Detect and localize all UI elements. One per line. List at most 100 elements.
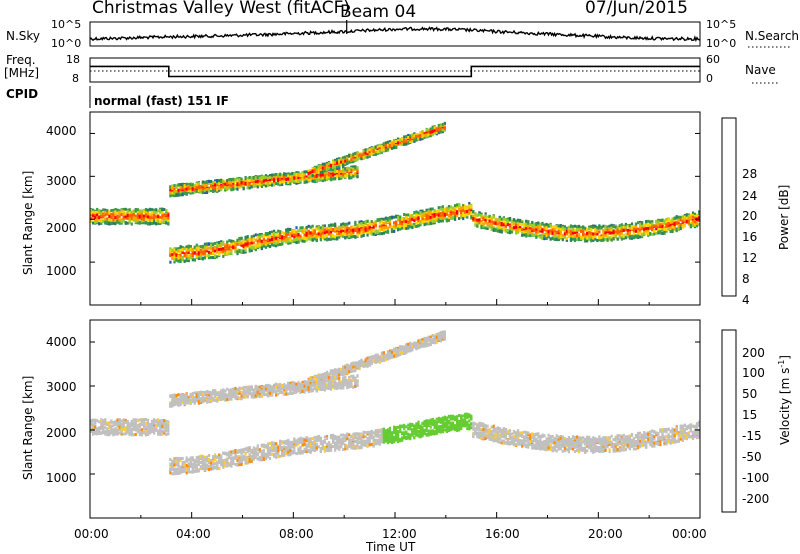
power-cell	[161, 208, 164, 212]
power-cell	[334, 165, 337, 169]
power-cell	[299, 180, 302, 184]
power-cell	[98, 211, 101, 214]
velocity-cell	[104, 430, 107, 434]
power-cell	[301, 239, 304, 243]
power-cell	[281, 236, 284, 240]
power-cell	[260, 241, 263, 245]
power-cell	[325, 227, 329, 231]
power-cell	[386, 147, 390, 151]
power-cell	[161, 215, 164, 219]
velocity-cell	[114, 432, 117, 436]
power-cell	[443, 126, 446, 130]
power-cell	[273, 241, 276, 245]
power-cell	[90, 211, 93, 215]
power-cell	[169, 194, 172, 198]
power-cell	[175, 252, 178, 255]
power-cell	[348, 174, 351, 178]
power-cell	[504, 228, 507, 232]
power-cell	[293, 229, 296, 233]
power-cell	[356, 158, 359, 162]
power-cell	[386, 140, 390, 144]
power-cell	[681, 215, 684, 219]
power-cell	[525, 233, 528, 237]
power-cell	[364, 151, 367, 155]
power-cell	[262, 179, 265, 183]
power-cell	[437, 213, 440, 217]
power-cell	[193, 251, 196, 255]
power-cell	[199, 253, 202, 257]
power-cell	[189, 245, 192, 249]
power-cell	[140, 219, 143, 223]
power-cell	[480, 221, 483, 225]
power-cell	[112, 221, 115, 225]
power-cell	[106, 220, 109, 224]
power-cell	[220, 247, 223, 251]
power-cell	[338, 232, 341, 235]
power-cell	[136, 221, 139, 225]
velocity-cell	[112, 429, 115, 433]
power-cell	[677, 215, 680, 219]
velocity-cbar-tick-100: 100	[742, 366, 765, 380]
power-cell	[578, 224, 581, 228]
power-cell	[193, 188, 196, 192]
power-cell	[683, 223, 686, 227]
power-cell	[563, 235, 566, 239]
power-cell	[592, 235, 595, 239]
power-cell	[433, 126, 436, 130]
velocity-cell	[142, 430, 146, 434]
freq-tick-left-bottom: 8	[72, 72, 79, 85]
power-cell	[639, 222, 642, 226]
power-ytick-2000: 2000	[46, 221, 77, 235]
power-cell	[171, 189, 174, 193]
power-cell	[679, 215, 682, 219]
power-cell	[303, 233, 306, 237]
power-cell	[401, 226, 404, 230]
power-cell	[281, 240, 284, 244]
power-cell	[659, 230, 662, 234]
power-cell	[228, 178, 231, 181]
power-cell	[407, 220, 410, 224]
power-cell	[260, 185, 263, 188]
power-cell	[610, 235, 613, 239]
power-cell	[533, 233, 536, 237]
power-cell	[332, 223, 335, 227]
power-cell	[612, 230, 615, 234]
power-cell	[681, 223, 684, 227]
power-cell	[96, 218, 99, 222]
velocity-cell	[104, 426, 107, 430]
power-cell	[498, 230, 501, 234]
power-cell	[120, 213, 123, 217]
power-cell	[482, 224, 485, 228]
power-cell	[549, 237, 552, 241]
power-cell	[311, 167, 314, 171]
power-cell	[271, 233, 274, 236]
power-cell	[224, 186, 227, 190]
power-cell	[500, 230, 503, 234]
power-cell	[506, 223, 509, 227]
power-cell	[252, 237, 255, 241]
power-cell	[417, 216, 420, 220]
power-cell	[338, 228, 341, 232]
power-cell	[220, 241, 223, 245]
power-cell	[332, 161, 335, 165]
power-cell	[523, 233, 526, 237]
power-cell	[309, 174, 312, 178]
velocity-cell	[126, 430, 129, 434]
power-cell	[427, 216, 430, 220]
power-cell	[354, 152, 357, 155]
power-cell	[106, 212, 109, 216]
power-cell	[451, 215, 455, 219]
power-cell	[325, 237, 329, 241]
velocity-cell	[108, 433, 111, 437]
power-cell	[134, 208, 137, 211]
power-cell	[557, 229, 560, 233]
power-cell	[315, 173, 318, 177]
power-cell	[354, 235, 357, 239]
power-cell	[185, 247, 188, 251]
power-cell	[205, 183, 209, 187]
power-cell	[346, 222, 349, 226]
velocity-cell	[122, 427, 125, 431]
power-cell	[90, 216, 93, 220]
velocity-cell	[128, 428, 131, 432]
power-cell	[468, 204, 471, 208]
